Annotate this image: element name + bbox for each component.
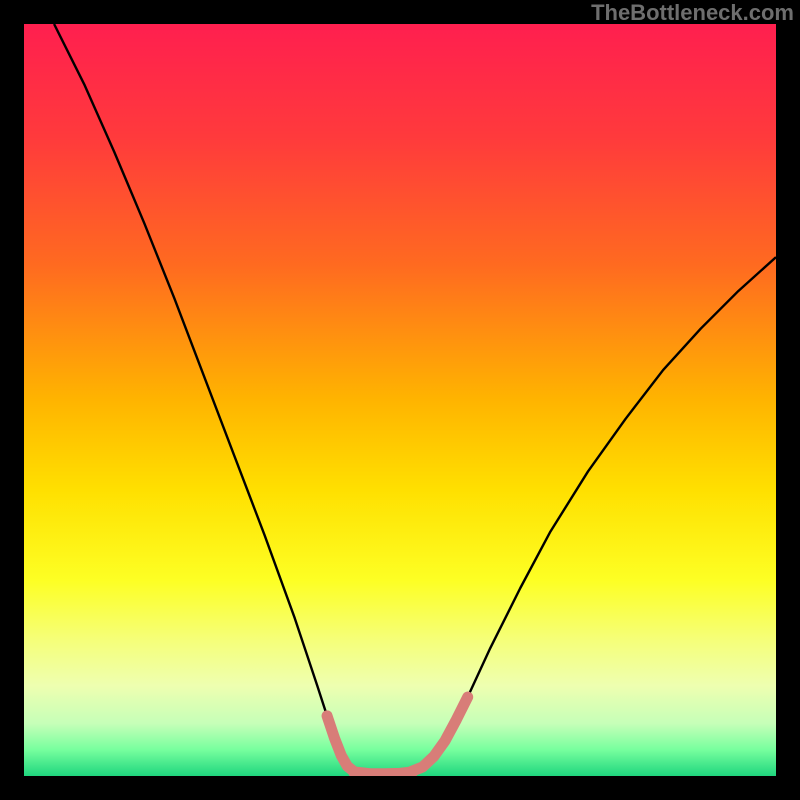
plot-area bbox=[24, 24, 776, 776]
chart-svg bbox=[24, 24, 776, 776]
attribution-label: TheBottleneck.com bbox=[591, 0, 794, 26]
highlight-segment-1 bbox=[353, 772, 412, 774]
gradient-background bbox=[24, 24, 776, 776]
